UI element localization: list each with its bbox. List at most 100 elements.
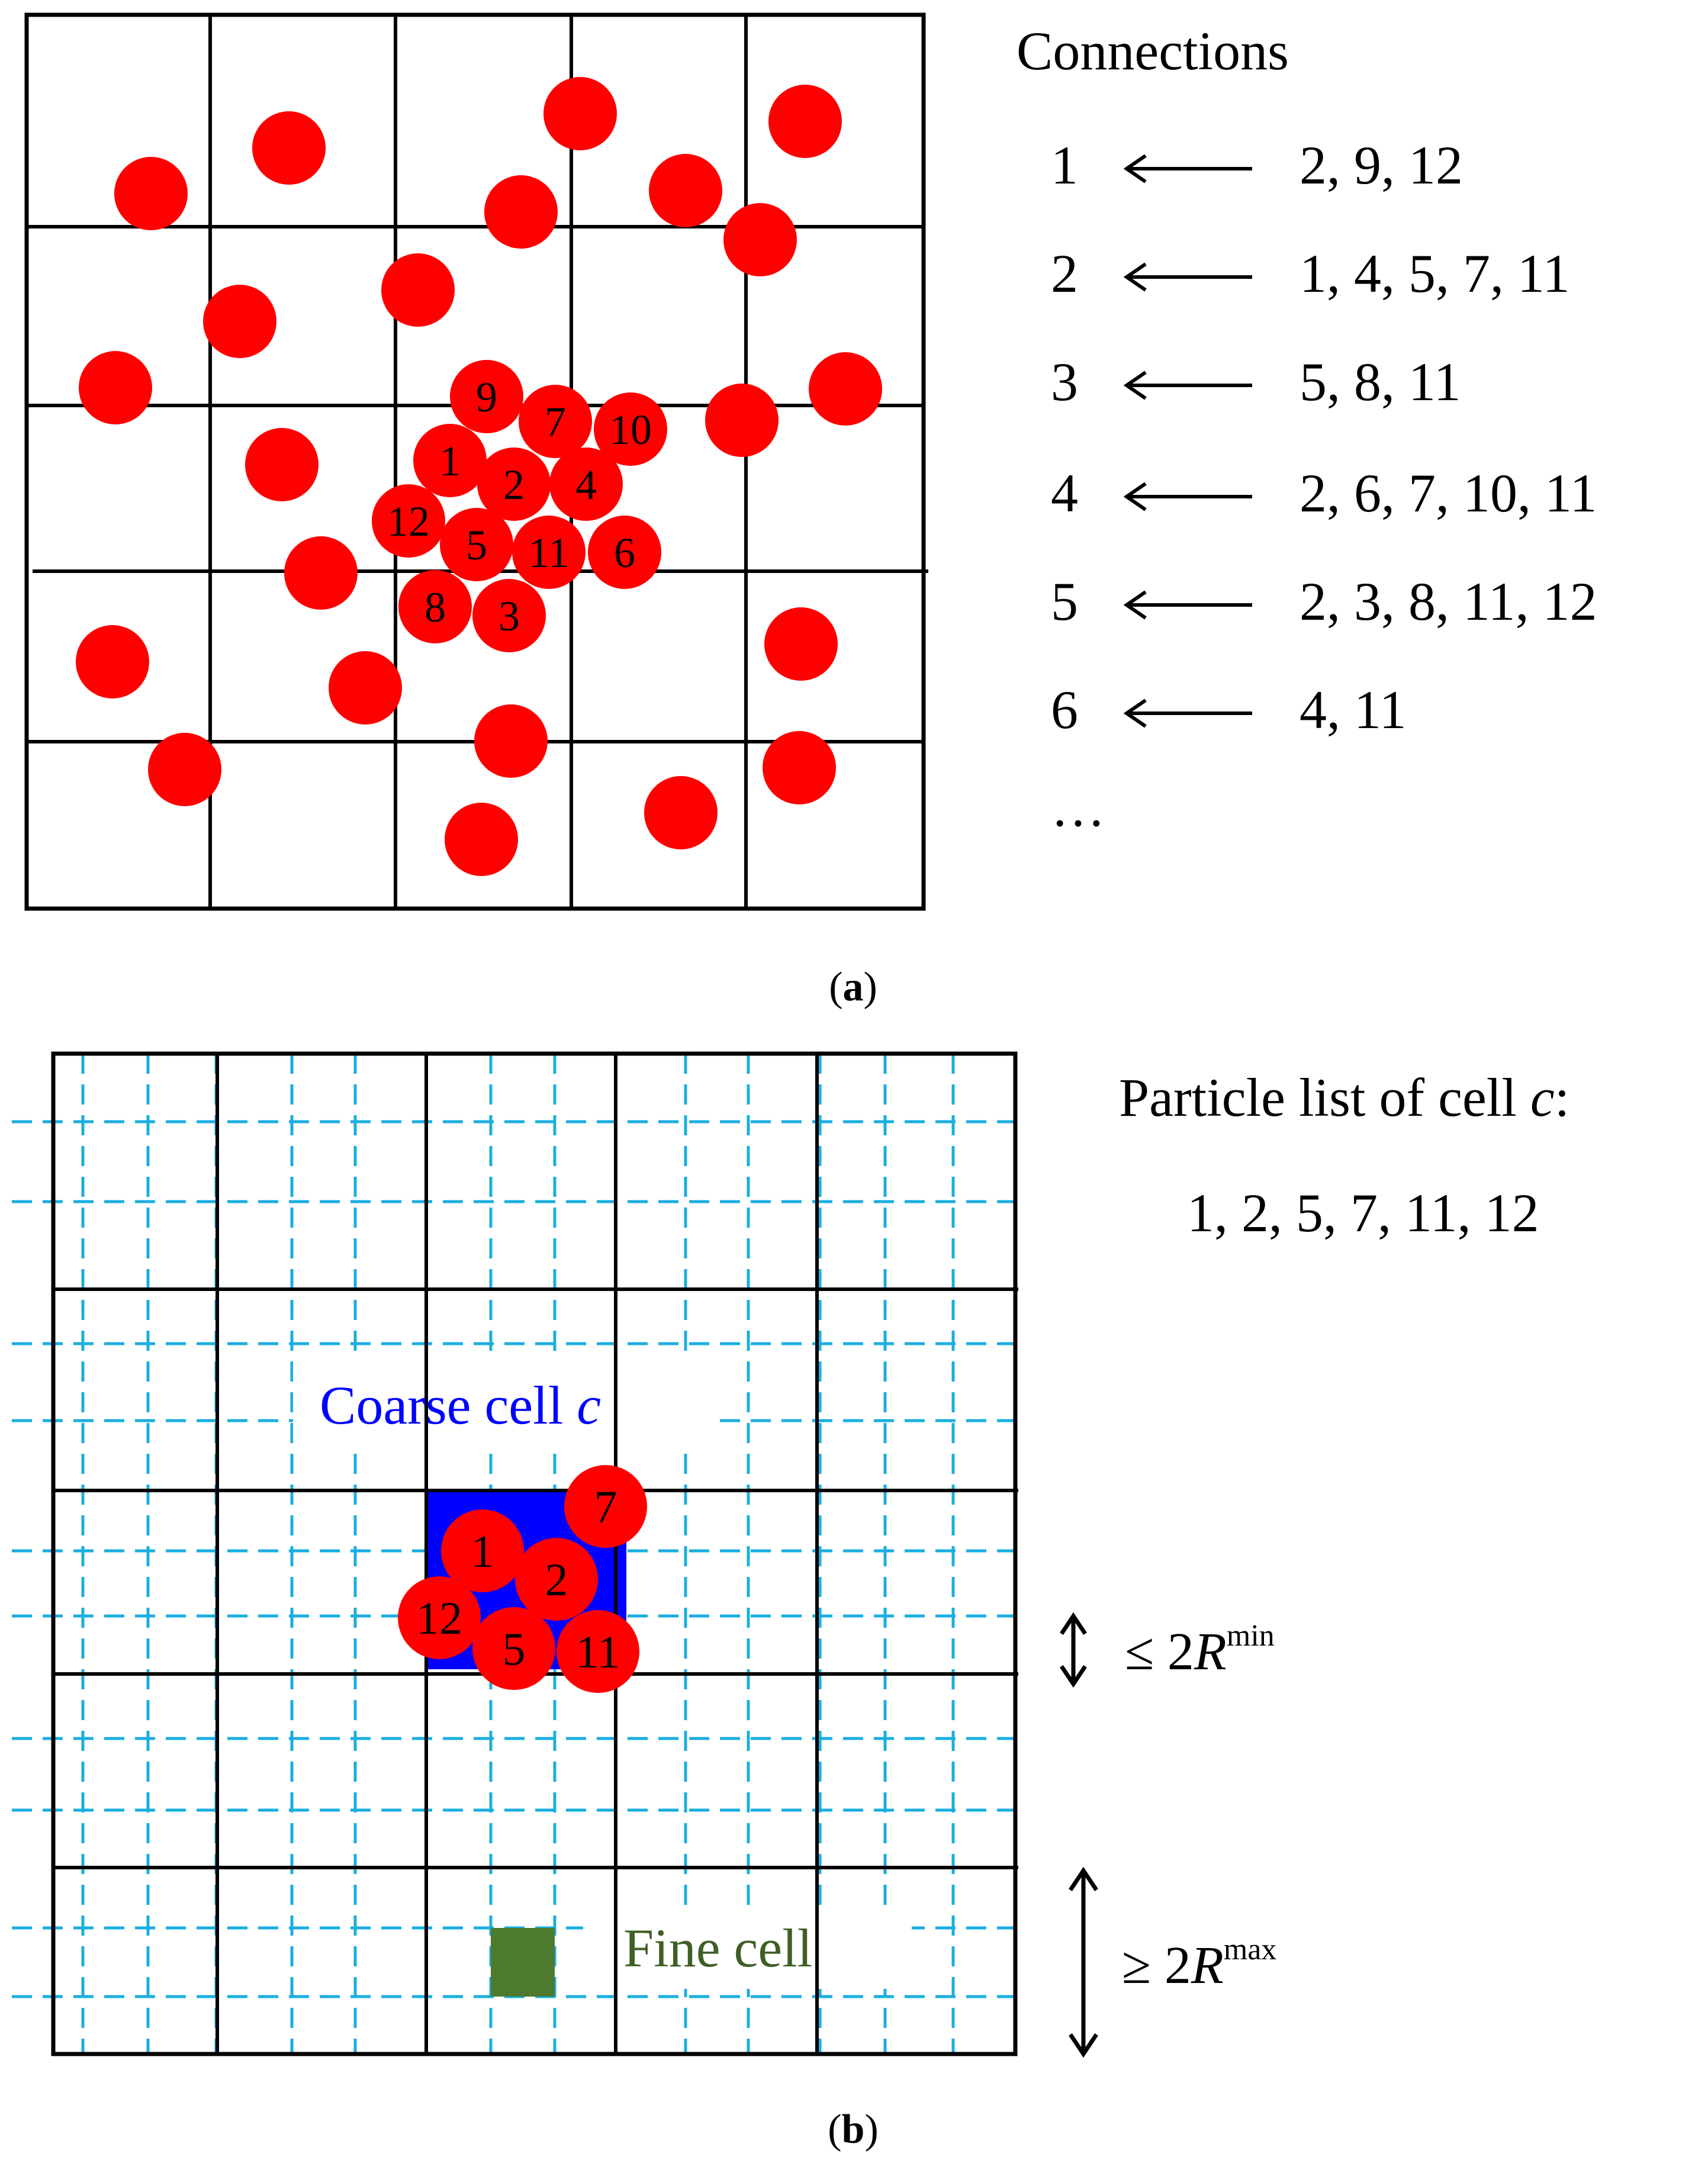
labeled-particle: 7 xyxy=(519,385,592,458)
particle-label: 12 xyxy=(387,498,430,545)
particle-list-colon: : xyxy=(1555,1067,1570,1128)
particle xyxy=(79,351,152,424)
left-arrow-icon xyxy=(1123,262,1252,292)
connection-neighbors: 4, 11 xyxy=(1300,680,1407,740)
labeled-particle: 9 xyxy=(450,360,523,433)
particle-circle xyxy=(588,516,661,589)
particle-circle xyxy=(472,579,546,652)
particle-circle xyxy=(472,1607,555,1690)
particle-circle xyxy=(450,360,523,433)
particle xyxy=(649,154,722,227)
dim-max-symbol: R xyxy=(1191,1936,1224,1995)
connection-row: 1 2, 9, 12 xyxy=(1051,135,1463,195)
connection-neighbors: 5, 8, 11 xyxy=(1300,352,1461,412)
left-arrow-icon xyxy=(1123,482,1252,511)
particle-circle xyxy=(519,385,592,458)
particle xyxy=(723,203,797,276)
dimension-label-max: ≥ 2Rmax xyxy=(1122,1933,1276,1995)
particle xyxy=(76,625,149,698)
particle-label: 7 xyxy=(594,1481,617,1533)
particle xyxy=(203,285,276,358)
panel-b-border xyxy=(51,1051,1018,2056)
particle xyxy=(484,175,558,249)
particle-circle xyxy=(398,570,472,643)
labeled-particle: 12 xyxy=(372,484,445,558)
particle-circle xyxy=(549,448,623,521)
connection-id: 5 xyxy=(1051,571,1078,632)
cell-particle: 11 xyxy=(557,1610,639,1693)
dimension-arrow-max xyxy=(1069,1866,1098,2058)
connection-id: 2 xyxy=(1051,243,1078,304)
connection-row: 5 2, 3, 8, 11, 12 xyxy=(1051,571,1597,632)
particle-circle xyxy=(564,1465,647,1548)
labeled-particle: 5 xyxy=(440,508,513,581)
connections-list: 1 2, 9, 12 2 1, 4, 5, 7, 11 3 5, 8, 11 4 2, 6, … xyxy=(1051,135,1597,740)
panel-a-particles xyxy=(76,77,882,876)
left-arrow-icon xyxy=(1123,698,1252,728)
coarse-cell-label-text: Coarse cell xyxy=(320,1375,577,1435)
particle-circle xyxy=(440,508,513,581)
dim-max-superscript: max xyxy=(1224,1933,1277,1966)
particle-circle xyxy=(594,392,667,466)
labeled-particle: 11 xyxy=(512,516,586,589)
connections-panel: Connections 1 2, 9, 12 2 1, 4, 5, 7, 11 3 5, … xyxy=(1017,21,1597,838)
connection-neighbors: 1, 4, 5, 7, 11 xyxy=(1300,243,1570,304)
connection-id: 1 xyxy=(1051,135,1078,195)
fine-cell-label: Fine cell xyxy=(623,1918,812,1978)
caption-b: (b) xyxy=(828,2107,879,2152)
particle xyxy=(148,733,221,806)
dim-max-relation: ≥ 2 xyxy=(1122,1936,1191,1995)
particle-label: 2 xyxy=(503,461,525,508)
particle-list-title-text: Particle list of cell xyxy=(1119,1067,1530,1128)
cell-particle: 1 xyxy=(441,1509,524,1592)
labeled-particle: 6 xyxy=(588,516,661,589)
coarse-cell-label: Coarse cell c xyxy=(320,1375,601,1435)
particle-circle xyxy=(413,424,487,497)
cell-particle: 12 xyxy=(398,1576,481,1659)
particle xyxy=(768,85,842,158)
particle xyxy=(381,253,455,327)
coarse-grid xyxy=(51,1051,1018,2056)
particle-label: 11 xyxy=(528,529,569,577)
labeled-particle: 3 xyxy=(472,579,546,652)
particle-label: 11 xyxy=(575,1626,620,1678)
particle xyxy=(644,776,718,849)
particle-circle xyxy=(557,1610,639,1693)
particle xyxy=(445,803,518,876)
particle-label: 1 xyxy=(439,437,461,485)
particle-circle xyxy=(398,1576,481,1659)
particle-label: 7 xyxy=(545,398,566,446)
particle-list-values: 1, 2, 5, 7, 11, 12 xyxy=(1187,1183,1539,1243)
cell-particle: 2 xyxy=(515,1538,598,1621)
particle-circle xyxy=(515,1538,598,1621)
particle-circle xyxy=(477,448,551,521)
connection-row: 4 2, 6, 7, 10, 11 xyxy=(1051,463,1597,523)
cell-particle: 7 xyxy=(564,1465,647,1548)
particle xyxy=(252,111,326,185)
particle-label: 2 xyxy=(545,1554,568,1605)
particle-circle xyxy=(512,516,586,589)
connection-id: 3 xyxy=(1051,352,1078,412)
dim-min-symbol: R xyxy=(1194,1622,1227,1681)
particle xyxy=(543,77,617,150)
particle xyxy=(809,352,882,426)
particle-list-title: Particle list of cell c: xyxy=(1119,1067,1569,1128)
connections-ellipsis: … xyxy=(1051,777,1105,838)
coarse-cell-var: c xyxy=(577,1375,601,1435)
connection-id: 4 xyxy=(1051,463,1078,523)
particle-label: 10 xyxy=(609,406,652,453)
cell-particle: 5 xyxy=(472,1607,555,1690)
labeled-particle: 4 xyxy=(549,448,623,521)
particle-label: 5 xyxy=(503,1623,526,1675)
panel-a-border xyxy=(24,12,926,911)
dimension-arrow-min xyxy=(1060,1612,1087,1688)
particle xyxy=(245,428,319,501)
labeled-particle: 2 xyxy=(477,448,551,521)
particle-label: 8 xyxy=(424,584,446,631)
dim-min-superscript: min xyxy=(1227,1619,1275,1653)
dim-min-relation: ≤ 2 xyxy=(1125,1622,1194,1681)
particle-circle xyxy=(441,1509,524,1592)
particle xyxy=(764,607,838,681)
